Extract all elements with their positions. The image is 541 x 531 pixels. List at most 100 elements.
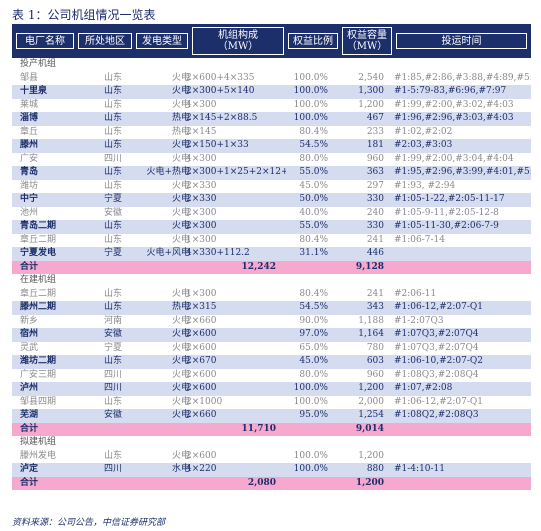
region-cell: 山东	[104, 180, 123, 191]
region-cell: 宁夏	[104, 342, 123, 353]
table-row: 新乡 河南 火电 2×660 90.0% 1,188 #1-2:07Q3	[12, 314, 531, 328]
equity-capacity-cell: 1,200	[358, 383, 384, 393]
generation-type-cell: 火电	[171, 410, 190, 420]
plant-name-cell: 泸定	[20, 464, 39, 474]
table-row: 泸定 四川 水电 4×220 100.0% 880 #1-4:10-11	[12, 463, 531, 477]
equity-capacity-cell: 330	[366, 194, 384, 204]
commissioning-date-cell: #2:03,#3:03	[394, 140, 453, 150]
plant-name-cell: 灵武	[20, 342, 39, 353]
table-row: 池州 安徽 火电 2×300 40.0% 240 #1:05-9-11,#2:05-12-8	[12, 206, 531, 220]
generation-type-cell: 火电	[171, 221, 190, 231]
plant-name-cell: 池州	[20, 207, 39, 218]
table-row: 章丘二期 山东 火电 1×300 80.4% 241 #1:06-7-14	[12, 233, 531, 247]
table-row: 潍坊 山东 火电 2×330 45.0% 297 #1:93, #2:94	[12, 179, 531, 193]
plant-name-cell: 中宁	[20, 194, 39, 204]
table-row: 芜湖 安徽 火电 2×660 95.0% 1,254 #1:08Q2,#2:08Q3	[12, 409, 531, 423]
commissioning-date-cell: #1:06-10,#2:07-Q2	[394, 356, 484, 366]
unit-composition-cell: 2×300+1×25+2×12+1×11	[186, 167, 286, 177]
generation-type-cell: 火电	[171, 86, 190, 96]
unit-composition-cell: 4×300	[186, 153, 217, 164]
plant-name-cell: 芜湖	[20, 410, 39, 420]
plant-name-cell: 拟建机组	[20, 437, 57, 447]
equity-share-cell: 55.0%	[299, 221, 328, 231]
commissioning-date-cell: #1:08Q3,#2:08Q4	[394, 369, 479, 380]
header-equity-share: 权益比例	[288, 33, 338, 49]
region-cell: 山东	[104, 167, 123, 177]
unit-composition-cell: 2×600	[186, 329, 217, 339]
unit-composition-cell: 4×330+112.2	[186, 248, 250, 258]
equity-share-cell: 50.0%	[299, 194, 328, 204]
commissioning-date-cell: #1:05-1-22,#2:05-11-17	[394, 194, 505, 204]
equity-capacity-cell: 9,014	[355, 423, 384, 434]
plant-name-cell: 滕州发电	[20, 450, 57, 461]
region-cell: 山东	[104, 396, 123, 407]
header-plant-name: 电厂名称	[16, 33, 74, 49]
commissioning-date-cell: #1:07Q3,#2:07Q4	[394, 342, 479, 353]
unit-composition-cell: 11,710	[241, 423, 276, 434]
header-region: 所处地区	[78, 33, 132, 49]
region-cell: 四川	[104, 153, 123, 164]
equity-share-cell: 45.0%	[299, 356, 328, 366]
region-cell: 安徽	[104, 410, 123, 420]
plant-name-cell: 宁夏发电	[20, 248, 57, 258]
unit-composition-cell: 2×330	[186, 180, 217, 191]
commissioning-date-cell: #1:96,#2:96,#3:03,#4:03	[394, 113, 514, 123]
commissioning-date-cell: #1:06-12,#2:07-Q1	[394, 396, 484, 407]
equity-capacity-cell: 2,540	[358, 72, 384, 83]
unit-composition-cell: 1×300	[186, 234, 217, 245]
equity-capacity-cell: 446	[366, 248, 384, 258]
equity-capacity-cell: 181	[366, 140, 384, 150]
commissioning-date-cell: #1-5:79-83,#6:96,#7:97	[394, 86, 507, 96]
plant-name-cell: 合计	[20, 477, 39, 488]
commissioning-date-cell: #1:07Q3,#2:07Q4	[394, 329, 479, 339]
unit-composition-cell: 2×600	[186, 383, 217, 393]
table-row: 邹县 山东 火电 2×600+4×335 100.0% 2,540 #1:85,#2:86,…	[12, 71, 531, 85]
equity-capacity-cell: 343	[366, 302, 384, 312]
unit-composition-cell: 2×600	[186, 369, 217, 380]
unit-composition-cell: 2×600+4×335	[186, 72, 255, 83]
region-cell: 山东	[104, 356, 123, 366]
commissioning-date-cell: #1:06-12,#2:07-Q1	[394, 302, 484, 312]
unit-composition-cell: 2×660	[186, 315, 217, 326]
region-cell: 河南	[104, 315, 123, 326]
equity-capacity-cell: 1,200	[358, 99, 384, 110]
table-header: 电厂名称 所处地区 发电类型 机组构成 （MW） 权益比例 权益容量 （MW） …	[12, 24, 531, 58]
commissioning-date-cell: #1-2:07Q3	[394, 315, 444, 326]
unit-composition-cell: 2×300	[186, 207, 217, 218]
region-cell: 安徽	[104, 329, 123, 339]
section-row: 拟建机组	[12, 436, 531, 450]
equity-capacity-cell: 1,164	[358, 329, 384, 339]
plant-name-cell: 滕州	[20, 140, 39, 150]
table-row: 滕州发电 山东 火电 2×600 100.0% 1,200	[12, 449, 531, 463]
section-row: 在建机组	[12, 274, 531, 288]
generation-type-cell: 火电	[171, 329, 190, 339]
table-row: 青岛 山东 火电+热电2×300+1×25+2×12+1×11 55.0% 363 #1:…	[12, 166, 531, 180]
plant-name-cell: 投产机组	[20, 59, 57, 69]
region-cell: 山东	[104, 72, 123, 83]
equity-share-cell: 95.0%	[299, 410, 328, 420]
generation-type-cell: 火电+风电	[146, 248, 190, 258]
equity-capacity-cell: 467	[366, 113, 384, 123]
table-body: 投产机组邹县 山东 火电 2×600+4×335 100.0% 2,540 #1:85,#2…	[12, 58, 531, 490]
plant-name-cell: 泸州	[20, 383, 39, 393]
commissioning-date-cell: #1:08Q2,#2:08Q3	[394, 410, 479, 420]
region-cell: 山东	[104, 234, 123, 245]
table-row: 宿州 安徽 火电 2×600 97.0% 1,164 #1:07Q3,#2:07Q4	[12, 328, 531, 342]
equity-share-cell: 100.0%	[293, 383, 328, 393]
region-cell: 山东	[104, 99, 123, 110]
header-generation-type: 发电类型	[136, 33, 188, 49]
generation-type-cell: 火电	[171, 180, 190, 191]
plant-name-cell: 潍坊	[20, 180, 39, 191]
unit-composition-cell: 2×150+1×33	[186, 140, 249, 150]
commissioning-date-cell: #1:99,#2:00,#3:04,#4:04	[394, 153, 514, 164]
unit-composition-cell: 2×145	[186, 126, 217, 137]
region-cell: 四川	[104, 464, 123, 474]
header-equity-capacity: 权益容量 （MW）	[342, 27, 392, 55]
table-row: 淄博 山东 热电 2×145+2×88.5 100.0% 467 #1:96,#2:96,#…	[12, 112, 531, 126]
equity-capacity-cell: 9,128	[355, 261, 384, 272]
commissioning-date-cell: #1:06-7-14	[394, 234, 446, 245]
table-row: 广安三期 四川 火电 2×600 80.0% 960 #1:08Q3,#2:08Q4	[12, 368, 531, 382]
commissioning-date-cell: #1:95,#2:96,#3:99,#4:01,#5:99,#6:70	[394, 167, 531, 177]
header-unit-composition: 机组构成 （MW）	[192, 27, 284, 55]
unit-composition-cell: 2×300	[186, 221, 217, 231]
